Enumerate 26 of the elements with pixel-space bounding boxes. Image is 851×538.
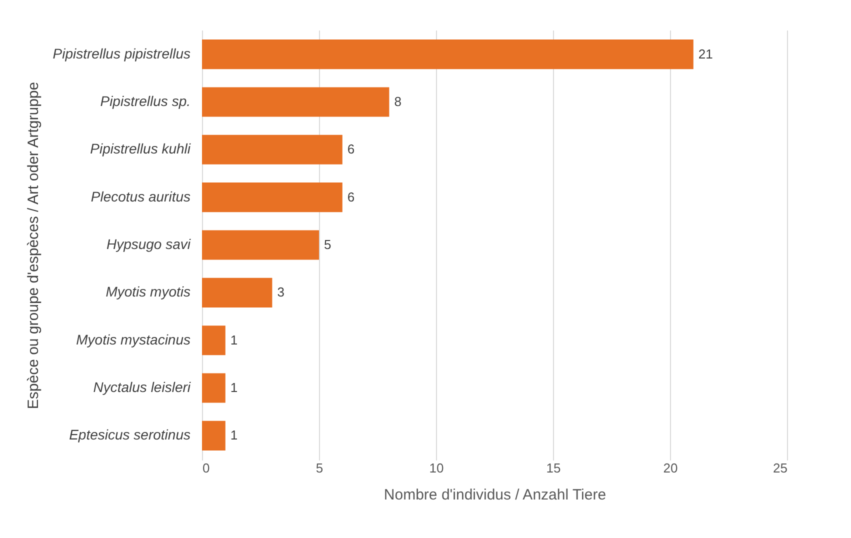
x-tick-label: 25 xyxy=(773,460,788,476)
y-tick-label: Nyctalus leisleri xyxy=(93,379,192,396)
y-tick-label: Pipistrellus pipistrellus xyxy=(52,45,190,62)
y-tick-label: Pipistrellus kuhli xyxy=(90,140,192,157)
data-label: 6 xyxy=(347,142,355,157)
x-axis-title: Nombre d'individus / Anzahl Tiere xyxy=(384,486,606,504)
data-label: 1 xyxy=(230,332,238,348)
data-label: 5 xyxy=(324,237,332,252)
y-tick-label: Myotis myotis xyxy=(106,284,190,300)
data-label: 6 xyxy=(347,189,355,204)
y-tick-label: Myotis mystacinus xyxy=(76,331,190,348)
x-tick-label: 15 xyxy=(546,460,561,476)
x-tick-label: 10 xyxy=(429,460,444,476)
x-tick-label: 20 xyxy=(663,460,678,476)
y-tick-label: Hypsugo savi xyxy=(106,236,192,252)
x-tick-label: 5 xyxy=(316,460,324,476)
data-label: 21 xyxy=(698,46,713,62)
data-label: 1 xyxy=(230,380,238,396)
y-tick-label: Pipistrellus sp. xyxy=(100,92,190,109)
data-label: 8 xyxy=(394,94,402,109)
x-tick-label: 0 xyxy=(202,460,210,476)
data-label: 3 xyxy=(277,284,284,300)
y-tick-label: Plecotus auritus xyxy=(90,188,190,204)
data-label: 1 xyxy=(230,428,238,443)
y-tick-label: Eptesicus serotinus xyxy=(69,426,190,443)
y-axis-title: Espèce ou groupe d'espèces / Art oder Artgruppe xyxy=(24,82,42,410)
